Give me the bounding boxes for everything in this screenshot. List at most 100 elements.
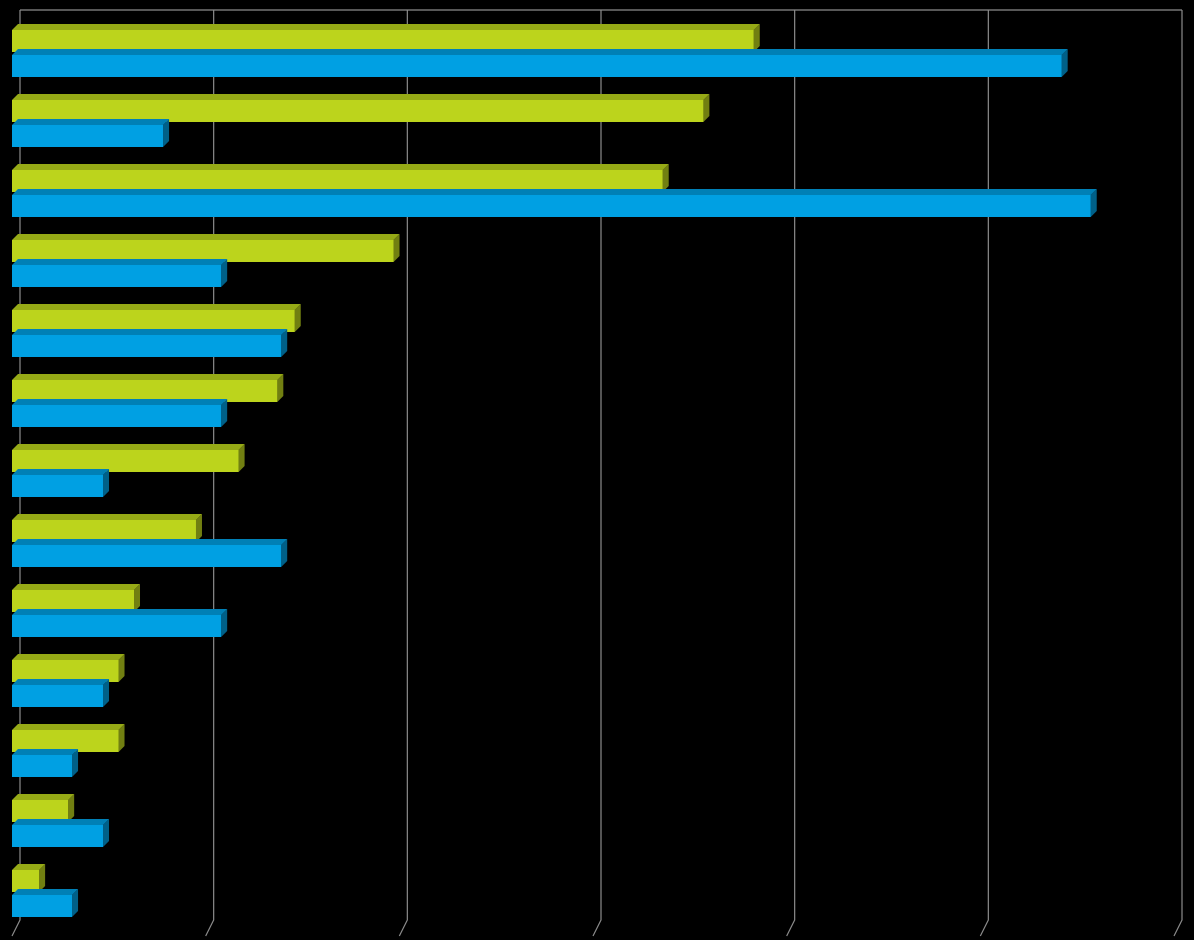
bar-side	[68, 794, 75, 822]
bar-side	[294, 304, 301, 332]
bar-front	[12, 335, 282, 357]
bar-front	[12, 55, 1062, 77]
bar-side	[393, 234, 400, 262]
bar	[12, 24, 760, 52]
bar-top	[12, 539, 288, 545]
bar	[12, 164, 669, 192]
bar-front	[12, 730, 119, 752]
bar	[12, 119, 170, 147]
bar-side	[1061, 49, 1068, 77]
bar	[12, 444, 245, 472]
bar	[12, 304, 301, 332]
bar-front	[12, 685, 104, 707]
bar-top	[12, 724, 125, 730]
bar-front	[12, 30, 754, 52]
bar-top	[12, 514, 202, 520]
bar-side	[1090, 189, 1097, 217]
bar-top	[12, 654, 125, 660]
bar-side	[221, 399, 228, 427]
bar-top	[12, 259, 228, 265]
bar	[12, 794, 75, 822]
bar-top	[12, 794, 75, 800]
bar-front	[12, 545, 282, 567]
bar	[12, 654, 125, 682]
bar-front	[12, 895, 73, 917]
bar-front	[12, 170, 663, 192]
bar	[12, 584, 141, 612]
bar-top	[12, 234, 400, 240]
bar-side	[118, 724, 125, 752]
bar	[12, 724, 125, 752]
grid-line	[398, 10, 408, 937]
bar	[12, 234, 400, 262]
bar	[12, 679, 110, 707]
bar-side	[238, 444, 245, 472]
bar-front	[12, 660, 119, 682]
bar-front	[12, 800, 69, 822]
bar	[12, 49, 1068, 77]
bar-side	[662, 164, 669, 192]
bar-front	[12, 615, 222, 637]
bar-top	[12, 119, 170, 125]
bar-top	[12, 94, 710, 100]
bar-side	[221, 609, 228, 637]
bar-side	[753, 24, 760, 52]
bar	[12, 329, 288, 357]
bar-front	[12, 825, 104, 847]
bar-side	[163, 119, 170, 147]
bar-front	[12, 310, 295, 332]
bar-side	[221, 259, 228, 287]
bar-top	[12, 584, 141, 590]
bar-top	[12, 819, 110, 825]
bar	[12, 399, 228, 427]
bar-side	[103, 819, 110, 847]
bar-top	[12, 889, 79, 895]
bar-front	[12, 405, 222, 427]
bar	[12, 889, 79, 917]
grid-line	[1173, 10, 1183, 937]
bar-top	[12, 399, 228, 405]
bar-top	[12, 374, 284, 380]
bar-front	[12, 380, 278, 402]
grid-line	[979, 10, 989, 937]
bar	[12, 189, 1097, 217]
bar-front	[12, 100, 704, 122]
bar	[12, 539, 288, 567]
bar-top	[12, 304, 301, 310]
bar	[12, 94, 710, 122]
bar-front	[12, 755, 73, 777]
bar-front	[12, 195, 1091, 217]
bar-top	[12, 679, 110, 685]
bar-front	[12, 475, 104, 497]
bar-top	[12, 189, 1097, 195]
bar	[12, 259, 228, 287]
bar-side	[103, 469, 110, 497]
bar-top	[12, 24, 760, 30]
bar-front	[12, 265, 222, 287]
grid-line	[786, 10, 796, 937]
bar	[12, 819, 110, 847]
bar-top	[12, 469, 110, 475]
bar-top	[12, 329, 288, 335]
bar-top	[12, 609, 228, 615]
bar-top	[12, 164, 669, 170]
bar-side	[277, 374, 284, 402]
grid-line	[592, 10, 602, 937]
bar-front	[12, 450, 239, 472]
bar-side	[703, 94, 710, 122]
bar-side	[118, 654, 125, 682]
bar	[12, 609, 228, 637]
bar-side	[281, 329, 288, 357]
bar-front	[12, 240, 394, 262]
bar	[12, 469, 110, 497]
bar-side	[195, 514, 202, 542]
bar-side	[39, 864, 46, 892]
bar-top	[12, 444, 245, 450]
bar-side	[103, 679, 110, 707]
bar-top	[12, 49, 1068, 55]
bar	[12, 864, 46, 892]
bar-side	[134, 584, 141, 612]
bar	[12, 749, 79, 777]
